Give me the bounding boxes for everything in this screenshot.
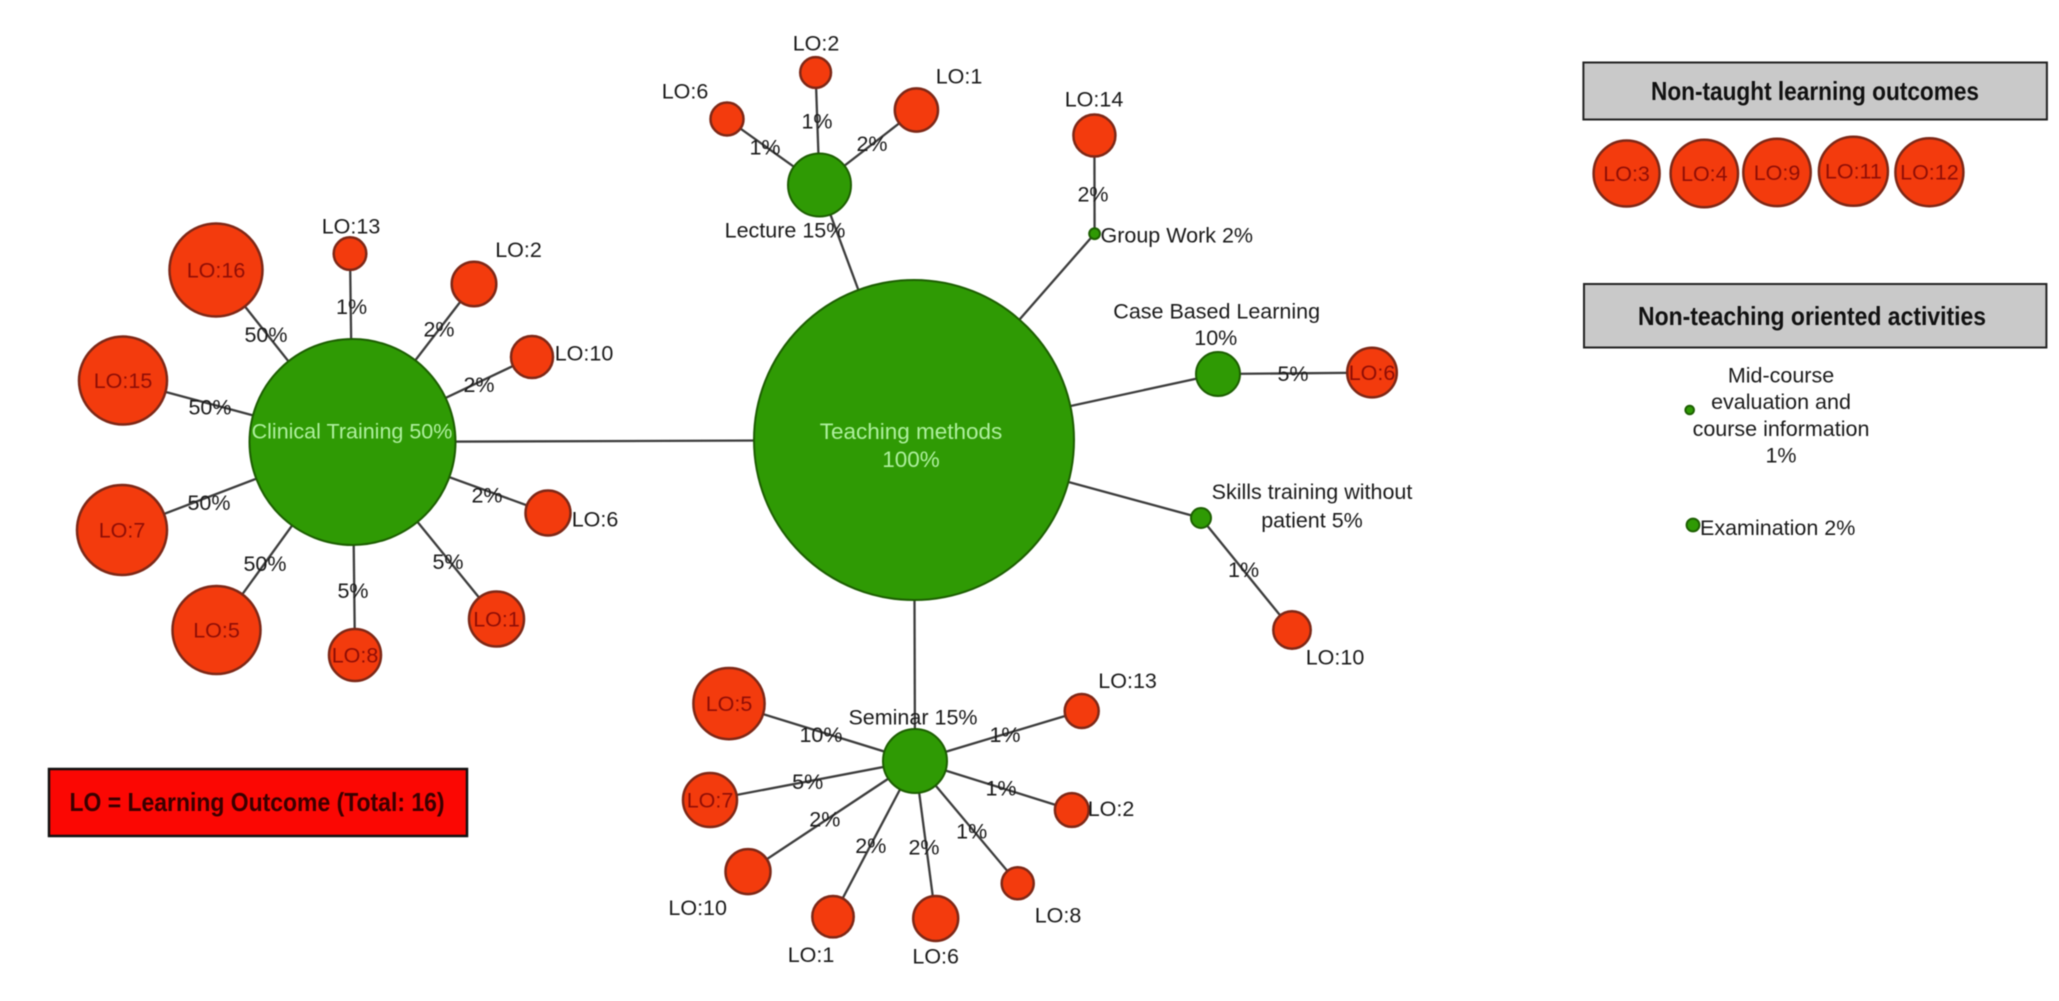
svg-text:LO:7: LO:7 <box>687 788 734 812</box>
svg-text:5%: 5% <box>337 579 368 603</box>
svg-text:course information: course information <box>1693 417 1870 441</box>
svg-text:5%: 5% <box>1277 362 1308 386</box>
svg-text:50%: 50% <box>187 491 230 515</box>
svg-text:2%: 2% <box>856 132 887 156</box>
svg-text:5%: 5% <box>792 770 823 794</box>
svg-text:2%: 2% <box>463 373 494 397</box>
svg-text:LO = Learning Outcome (Total:: LO = Learning Outcome (Total: 16) <box>70 787 445 817</box>
svg-text:50%: 50% <box>244 323 287 347</box>
svg-text:5%: 5% <box>432 550 463 574</box>
svg-text:Teaching methods: Teaching methods <box>820 419 1003 444</box>
svg-text:LO:6: LO:6 <box>662 80 709 104</box>
svg-text:LO:9: LO:9 <box>1754 161 1801 185</box>
svg-text:Skills training without: Skills training without <box>1212 480 1413 504</box>
svg-text:LO:8: LO:8 <box>1035 904 1082 928</box>
svg-text:1%: 1% <box>336 295 367 319</box>
svg-text:LO:2: LO:2 <box>495 238 542 262</box>
svg-text:2%: 2% <box>471 484 502 508</box>
svg-text:Lecture 15%: Lecture 15% <box>725 219 846 243</box>
svg-text:LO:6: LO:6 <box>572 508 619 532</box>
svg-text:Mid-course: Mid-course <box>1728 364 1834 388</box>
svg-text:LO:12: LO:12 <box>1900 161 1959 185</box>
svg-text:LO:13: LO:13 <box>1098 669 1157 693</box>
svg-text:1%: 1% <box>749 136 780 160</box>
svg-text:1%: 1% <box>801 110 832 134</box>
svg-text:Non-teaching oriented activiti: Non-teaching oriented activities <box>1638 301 1986 331</box>
svg-text:LO:6: LO:6 <box>912 945 959 969</box>
svg-text:Examination 2%: Examination 2% <box>1700 516 1855 540</box>
svg-text:1%: 1% <box>985 777 1016 801</box>
svg-text:LO:11: LO:11 <box>1825 160 1882 184</box>
svg-text:100%: 100% <box>882 447 940 472</box>
svg-text:LO:14: LO:14 <box>1065 88 1124 112</box>
svg-text:1%: 1% <box>956 820 987 844</box>
svg-text:Clinical Training 50%: Clinical Training 50% <box>252 420 453 444</box>
svg-text:LO:4: LO:4 <box>1681 162 1728 186</box>
svg-text:Case Based Learning: Case Based Learning <box>1113 300 1320 324</box>
svg-text:LO:8: LO:8 <box>332 643 379 667</box>
svg-text:LO:1: LO:1 <box>473 607 520 631</box>
svg-text:LO:6: LO:6 <box>1349 361 1396 385</box>
svg-text:10%: 10% <box>799 723 842 747</box>
svg-text:LO:10: LO:10 <box>1306 646 1365 670</box>
svg-text:1%: 1% <box>1765 444 1796 468</box>
svg-text:patient 5%: patient 5% <box>1261 509 1363 533</box>
svg-text:LO:13: LO:13 <box>322 215 381 239</box>
svg-text:Group Work 2%: Group Work 2% <box>1101 224 1254 248</box>
svg-text:LO:3: LO:3 <box>1603 162 1650 186</box>
svg-text:Seminar 15%: Seminar 15% <box>848 706 977 730</box>
svg-text:2%: 2% <box>423 318 454 342</box>
svg-text:LO:5: LO:5 <box>706 692 753 716</box>
svg-text:LO:2: LO:2 <box>1088 797 1135 821</box>
svg-text:LO:1: LO:1 <box>788 943 835 967</box>
svg-text:2%: 2% <box>908 836 939 860</box>
svg-text:2%: 2% <box>855 834 886 858</box>
svg-text:LO:2: LO:2 <box>793 32 840 56</box>
svg-text:evaluation and: evaluation and <box>1711 390 1851 414</box>
svg-text:1%: 1% <box>1228 558 1259 582</box>
svg-text:LO:1: LO:1 <box>936 65 983 89</box>
svg-text:Non-taught learning outcomes: Non-taught learning outcomes <box>1651 76 1979 106</box>
svg-text:LO:5: LO:5 <box>193 618 240 642</box>
svg-text:50%: 50% <box>243 552 286 576</box>
svg-text:10%: 10% <box>1194 326 1237 350</box>
svg-text:LO:10: LO:10 <box>668 896 727 920</box>
svg-text:LO:7: LO:7 <box>99 518 146 542</box>
svg-text:LO:16: LO:16 <box>187 258 246 282</box>
svg-text:LO:15: LO:15 <box>94 369 153 393</box>
svg-text:2%: 2% <box>1077 183 1108 207</box>
svg-text:1%: 1% <box>989 723 1020 747</box>
svg-text:50%: 50% <box>188 396 231 420</box>
svg-text:2%: 2% <box>809 808 840 832</box>
svg-text:LO:10: LO:10 <box>555 342 614 366</box>
